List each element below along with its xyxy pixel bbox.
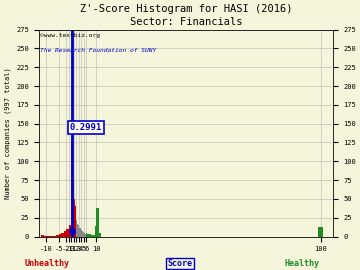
Bar <box>59 234 61 237</box>
Bar <box>61 233 64 237</box>
Text: ©www.textbiz.org: ©www.textbiz.org <box>40 33 100 38</box>
Bar <box>91 235 93 237</box>
Bar <box>74 199 75 237</box>
Bar <box>72 165 73 237</box>
Bar <box>77 224 78 237</box>
Bar <box>79 228 80 237</box>
Bar <box>56 235 59 237</box>
Text: Healthy: Healthy <box>285 259 320 268</box>
Title: Z'-Score Histogram for HASI (2016)
Sector: Financials: Z'-Score Histogram for HASI (2016) Secto… <box>80 4 292 27</box>
Bar <box>66 229 69 237</box>
Bar <box>95 226 96 237</box>
Bar <box>75 207 76 237</box>
Bar <box>49 236 51 237</box>
Text: Score: Score <box>167 259 193 268</box>
Bar <box>64 231 66 237</box>
Text: 0.2991: 0.2991 <box>69 123 102 132</box>
Bar <box>83 232 84 237</box>
Bar <box>86 233 87 237</box>
Bar <box>44 236 46 237</box>
Bar <box>46 236 49 237</box>
Bar <box>71 139 72 237</box>
Bar <box>89 234 90 237</box>
Bar <box>81 230 82 237</box>
Bar <box>84 233 85 237</box>
Text: The Research Foundation of SUNY: The Research Foundation of SUNY <box>40 48 156 53</box>
Bar <box>93 235 94 237</box>
Bar <box>96 208 99 237</box>
Bar <box>78 226 79 237</box>
Bar <box>318 227 323 237</box>
Y-axis label: Number of companies (997 total): Number of companies (997 total) <box>4 67 11 199</box>
Bar <box>82 231 83 237</box>
Bar <box>99 233 101 237</box>
Bar <box>51 236 54 237</box>
Bar <box>85 234 86 237</box>
Bar <box>69 225 71 237</box>
Text: Unhealthy: Unhealthy <box>24 259 69 268</box>
Bar <box>41 235 44 237</box>
Bar <box>73 180 74 237</box>
Bar <box>94 235 95 237</box>
Bar <box>87 234 89 237</box>
Bar <box>80 228 81 237</box>
Bar <box>54 236 56 237</box>
Bar <box>90 234 91 237</box>
Bar <box>76 220 77 237</box>
